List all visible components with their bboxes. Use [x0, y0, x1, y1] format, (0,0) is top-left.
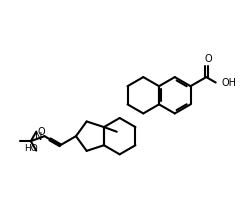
Text: O: O	[38, 127, 46, 137]
Text: OH: OH	[220, 78, 235, 88]
Text: O: O	[204, 54, 212, 64]
Text: HO: HO	[24, 144, 38, 154]
Text: N: N	[35, 132, 42, 142]
